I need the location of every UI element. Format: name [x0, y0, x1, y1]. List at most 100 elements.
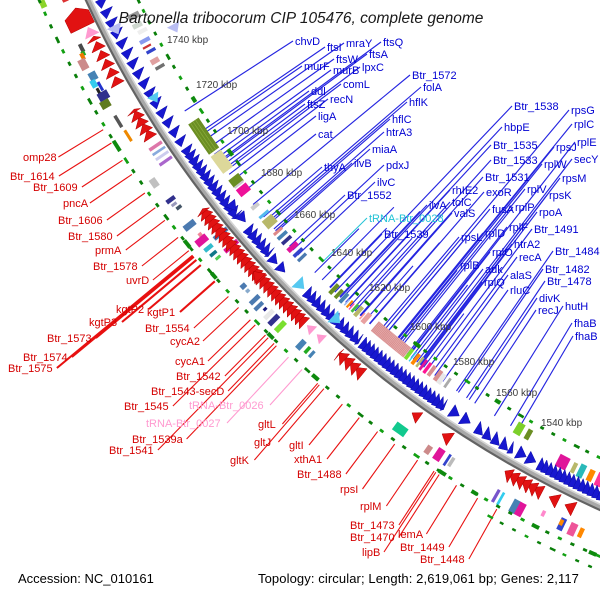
svg-text:hflK: hflK [409, 97, 429, 109]
svg-text:rpsG: rpsG [571, 105, 595, 117]
svg-text:1680 kbp: 1680 kbp [261, 168, 303, 179]
svg-text:Btr_1491: Btr_1491 [534, 224, 579, 236]
svg-text:chvD: chvD [295, 36, 320, 48]
svg-text:Btr_1543-secD: Btr_1543-secD [151, 386, 224, 398]
svg-text:fusA: fusA [492, 204, 515, 216]
svg-text:Accession: NC_010161: Accession: NC_010161 [18, 571, 154, 586]
svg-text:rplF: rplF [509, 222, 528, 234]
svg-text:Btr_1531: Btr_1531 [485, 172, 530, 184]
svg-text:Btr_1573: Btr_1573 [47, 333, 92, 345]
svg-text:gltK: gltK [230, 455, 250, 467]
svg-text:adk: adk [485, 264, 503, 276]
svg-text:rpoA: rpoA [539, 207, 563, 219]
svg-text:Btr_1478: Btr_1478 [547, 276, 592, 288]
svg-text:rplE: rplE [577, 137, 597, 149]
svg-text:ftsZ: ftsZ [307, 99, 326, 111]
svg-text:prmA: prmA [95, 245, 122, 257]
svg-text:rluC: rluC [510, 285, 530, 297]
svg-text:recN: recN [330, 94, 353, 106]
svg-text:miaA: miaA [372, 144, 398, 156]
svg-text:Btr_1554: Btr_1554 [145, 323, 190, 335]
svg-text:htrA3: htrA3 [386, 127, 412, 139]
svg-text:Btr_1533: Btr_1533 [493, 155, 538, 167]
svg-text:thyA: thyA [324, 162, 347, 174]
svg-text:rplD: rplD [485, 228, 505, 240]
svg-text:Btr_1575: Btr_1575 [8, 363, 53, 375]
svg-text:rplM: rplM [360, 501, 381, 513]
svg-text:rplQ: rplQ [484, 277, 505, 289]
svg-text:ligA: ligA [318, 111, 337, 123]
svg-text:Btr_1541: Btr_1541 [109, 445, 154, 457]
svg-text:Btr_1609: Btr_1609 [33, 182, 78, 194]
svg-text:hutH: hutH [565, 301, 588, 313]
svg-text:divK: divK [539, 293, 561, 305]
svg-text:rpsL: rpsL [461, 232, 482, 244]
svg-text:pncA: pncA [63, 198, 89, 210]
svg-text:1560 kbp: 1560 kbp [496, 388, 538, 399]
svg-text:1540 kbp: 1540 kbp [541, 418, 583, 429]
svg-text:Btr_1572: Btr_1572 [412, 70, 457, 82]
svg-text:rplC: rplC [574, 119, 594, 131]
svg-text:Btr_1482: Btr_1482 [545, 264, 590, 276]
svg-text:ftsI: ftsI [327, 42, 342, 54]
svg-text:cycA2: cycA2 [170, 336, 200, 348]
svg-text:Btr_1578: Btr_1578 [93, 261, 138, 273]
svg-text:Btr_1542: Btr_1542 [176, 371, 221, 383]
svg-text:cycA1: cycA1 [175, 356, 205, 368]
svg-text:murF: murF [304, 61, 330, 73]
svg-text:htrA2: htrA2 [514, 239, 540, 251]
svg-text:recJ: recJ [538, 305, 559, 317]
svg-text:lemA: lemA [398, 529, 424, 541]
svg-text:omp28: omp28 [23, 152, 57, 164]
svg-text:ilvB: ilvB [354, 158, 372, 170]
svg-text:rpsK: rpsK [549, 190, 572, 202]
svg-text:cat: cat [318, 129, 333, 141]
svg-text:Btr_1545: Btr_1545 [124, 401, 169, 413]
svg-text:1700 kbp: 1700 kbp [227, 126, 269, 137]
svg-text:recA: recA [519, 252, 542, 264]
svg-text:Btr_1535: Btr_1535 [493, 140, 538, 152]
svg-text:valS: valS [454, 208, 475, 220]
svg-text:1580 kbp: 1580 kbp [453, 357, 495, 368]
svg-text:Btr_1538: Btr_1538 [514, 101, 559, 113]
svg-text:tRNA-Btr_0027: tRNA-Btr_0027 [146, 418, 221, 430]
svg-text:exoR: exoR [486, 187, 512, 199]
svg-text:lipB: lipB [362, 547, 380, 559]
svg-text:rpsJ: rpsJ [556, 142, 577, 154]
svg-text:rplB: rplB [460, 260, 480, 272]
svg-text:hflC: hflC [392, 114, 412, 126]
svg-text:rhIE2: rhIE2 [452, 185, 478, 197]
svg-text:Btr_1470: Btr_1470 [350, 532, 395, 544]
svg-text:Btr_1539: Btr_1539 [384, 229, 429, 241]
svg-text:rplV: rplV [527, 184, 547, 196]
svg-text:ilvC: ilvC [377, 177, 395, 189]
svg-text:gltJ: gltJ [254, 437, 271, 449]
svg-text:murB: murB [333, 65, 359, 77]
svg-text:gltI: gltI [289, 440, 304, 452]
svg-text:fhaB: fhaB [574, 318, 597, 330]
svg-text:1720 kbp: 1720 kbp [196, 80, 238, 91]
svg-text:Btr_1449: Btr_1449 [400, 542, 445, 554]
svg-text:comL: comL [343, 79, 370, 91]
svg-text:alaS: alaS [510, 270, 532, 282]
svg-text:Topology: circular; Length: 2,: Topology: circular; Length: 2,619,061 bp… [258, 571, 579, 586]
svg-text:secY: secY [574, 154, 599, 166]
svg-text:ilvA: ilvA [429, 200, 447, 212]
svg-text:Btr_1552: Btr_1552 [347, 190, 392, 202]
svg-text:tRNA-Btr_0028: tRNA-Btr_0028 [369, 213, 444, 225]
svg-text:hbpE: hbpE [504, 122, 530, 134]
svg-text:ddl: ddl [311, 86, 326, 98]
svg-text:1740 kbp: 1740 kbp [167, 35, 209, 46]
svg-text:gltL: gltL [258, 419, 276, 431]
svg-text:folA: folA [423, 82, 443, 94]
svg-text:xthA1: xthA1 [294, 454, 322, 466]
svg-text:rplP: rplP [515, 202, 535, 214]
svg-text:kgtP2: kgtP2 [116, 304, 144, 316]
svg-text:1660 kbp: 1660 kbp [294, 210, 336, 221]
svg-text:uvrD: uvrD [126, 275, 149, 287]
svg-text:Btr_1484: Btr_1484 [555, 246, 600, 258]
svg-text:rpsM: rpsM [562, 173, 586, 185]
svg-text:kgtP3: kgtP3 [89, 317, 117, 329]
svg-text:Btr_1473: Btr_1473 [350, 520, 395, 532]
svg-text:Bartonella tribocorum CIP 1054: Bartonella tribocorum CIP 105476, comple… [119, 10, 484, 27]
